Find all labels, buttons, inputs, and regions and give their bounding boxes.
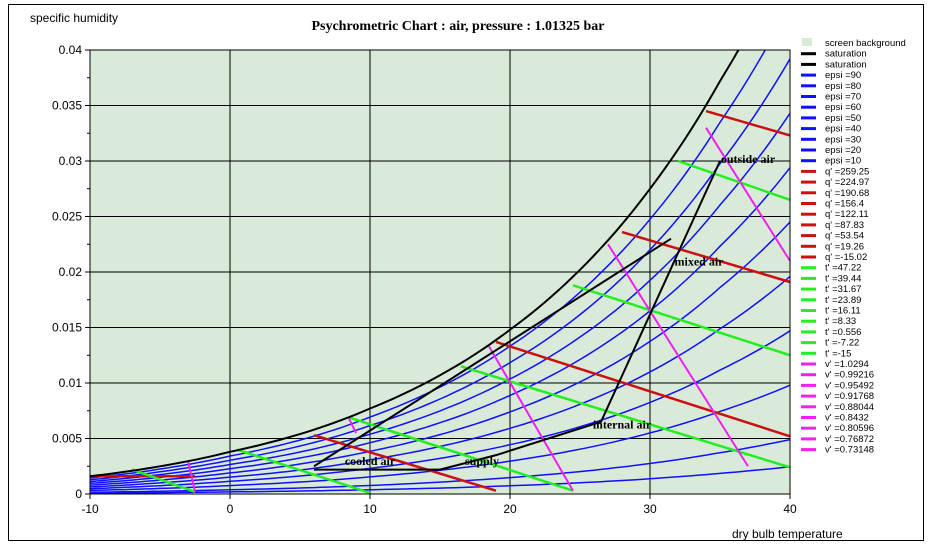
- axes: -10 0 10 20 30 4000.0050.010.0150.020.0250.03…: [52, 43, 797, 516]
- y-tick-label: 0.015: [52, 321, 82, 335]
- legend-label: t' =39.44: [825, 273, 861, 284]
- annotation-label: supply: [465, 454, 499, 468]
- legend-label: v' =0.88044: [825, 402, 874, 413]
- legend-label: q' =122.11: [825, 209, 869, 220]
- legend-label: saturation: [825, 49, 867, 60]
- rh-curve: [90, 330, 790, 490]
- specific-volume-line: [187, 460, 196, 492]
- legend-label: v' =0.8432: [825, 413, 869, 424]
- legend-label: t' =8.33: [825, 316, 856, 327]
- legend-label: v' =0.76872: [825, 434, 874, 445]
- wet-bulb-line: [236, 448, 371, 494]
- enthalpy-line: [621, 230, 790, 284]
- legend-label: epsi =70: [825, 92, 861, 103]
- x-tick-label: 20: [503, 502, 517, 516]
- y-tick-label: 0.02: [59, 265, 83, 279]
- legend-label: q' =190.68: [825, 188, 869, 199]
- y-axis-label: specific humidity: [30, 11, 118, 25]
- annotation-label: mixed air: [675, 254, 725, 268]
- legend-label: q' =19.26: [825, 241, 864, 252]
- x-axis-label: dry bulb temperature: [732, 527, 843, 541]
- legend: screen backgroundsaturationsaturationeps…: [801, 38, 906, 456]
- rh-curve: [90, 58, 790, 481]
- legend-label: v' =0.91768: [825, 391, 874, 402]
- x-tick-label: 0: [227, 502, 234, 516]
- legend-label: epsi =40: [825, 124, 861, 135]
- legend-label: t' =16.11: [825, 306, 861, 317]
- x-tick-label: -10: [81, 502, 99, 516]
- legend-label: t' =-15: [825, 348, 851, 359]
- chart-title: Psychrometric Chart : air, pressure : 1.…: [311, 19, 604, 34]
- legend-label: t' =31.67: [825, 284, 861, 295]
- legend-label: v' =0.73148: [825, 445, 874, 456]
- wet-bulb-line: [348, 416, 574, 492]
- y-tick-label: 0.005: [52, 432, 82, 446]
- plot-area: outside air mixed air internal air supply co…: [90, 50, 790, 494]
- enthalpy-line: [495, 340, 790, 438]
- rh-curve: [90, 167, 790, 485]
- wet-bulb-line: [677, 159, 790, 202]
- wet-bulb-line: [460, 365, 790, 469]
- wet-bulb-line: [572, 284, 790, 357]
- enthalpy-line: [705, 109, 790, 137]
- rh-curve: [90, 438, 790, 493]
- rh-curve: [90, 466, 790, 494]
- plot-series: outside air mixed air internal air supply co…: [90, 50, 790, 494]
- x-tick-label: 40: [783, 502, 797, 516]
- enthalpy-line: [313, 433, 497, 492]
- legend-label: epsi =30: [825, 134, 861, 145]
- annotation-label: internal air: [593, 418, 652, 432]
- legend-label: epsi =80: [825, 81, 861, 92]
- mixing-line: [313, 237, 672, 468]
- x-tick-label: 10: [363, 502, 377, 516]
- legend-swatch: [802, 38, 812, 46]
- rh-curve: [90, 112, 790, 483]
- legend-label: v' =0.80596: [825, 423, 874, 434]
- legend-label: saturation: [825, 59, 867, 70]
- legend-label: t' =47.22: [825, 263, 861, 274]
- y-tick-label: 0.03: [59, 154, 83, 168]
- legend-label: q' =87.83: [825, 220, 864, 231]
- specific-volume-line: [705, 127, 790, 262]
- legend-label: q' =259.25: [825, 166, 869, 177]
- saturation-curve: [90, 50, 740, 478]
- legend-label: t' =-7.22: [825, 338, 859, 349]
- legend-label: t' =23.89: [825, 295, 861, 306]
- legend-label: epsi =60: [825, 102, 861, 113]
- legend-label: q' =-15.02: [825, 252, 867, 263]
- y-tick-label: 0.04: [59, 43, 83, 57]
- rh-curve: [90, 221, 790, 486]
- legend-label: epsi =90: [825, 70, 861, 81]
- legend-label: t' =0.556: [825, 327, 861, 338]
- legend-label: v' =0.95492: [825, 380, 874, 391]
- legend-label: epsi =20: [825, 145, 861, 156]
- y-tick-label: 0.01: [59, 376, 83, 390]
- y-tick-label: 0.025: [52, 210, 82, 224]
- legend-label: q' =156.4: [825, 199, 864, 210]
- wet-bulb-line: [131, 468, 196, 493]
- legend-label: epsi =10: [825, 156, 861, 167]
- annotation-label: cooled air: [345, 454, 396, 468]
- annotation-label: outside air: [721, 152, 776, 166]
- legend-label: q' =224.97: [825, 177, 869, 188]
- y-tick-label: 0.035: [52, 99, 82, 113]
- process-path: [314, 160, 721, 471]
- specific-volume-line: [348, 418, 357, 434]
- legend-label: screen background: [825, 38, 906, 49]
- legend-label: v' =1.0294: [825, 359, 869, 370]
- specific-volume-line: [488, 345, 574, 492]
- specific-volume-line: [607, 243, 749, 467]
- legend-label: epsi =50: [825, 113, 861, 124]
- x-tick-label: 30: [643, 502, 657, 516]
- y-tick-label: 0: [75, 487, 82, 501]
- legend-label: q' =53.54: [825, 231, 864, 242]
- legend-label: v' =0.99216: [825, 370, 874, 381]
